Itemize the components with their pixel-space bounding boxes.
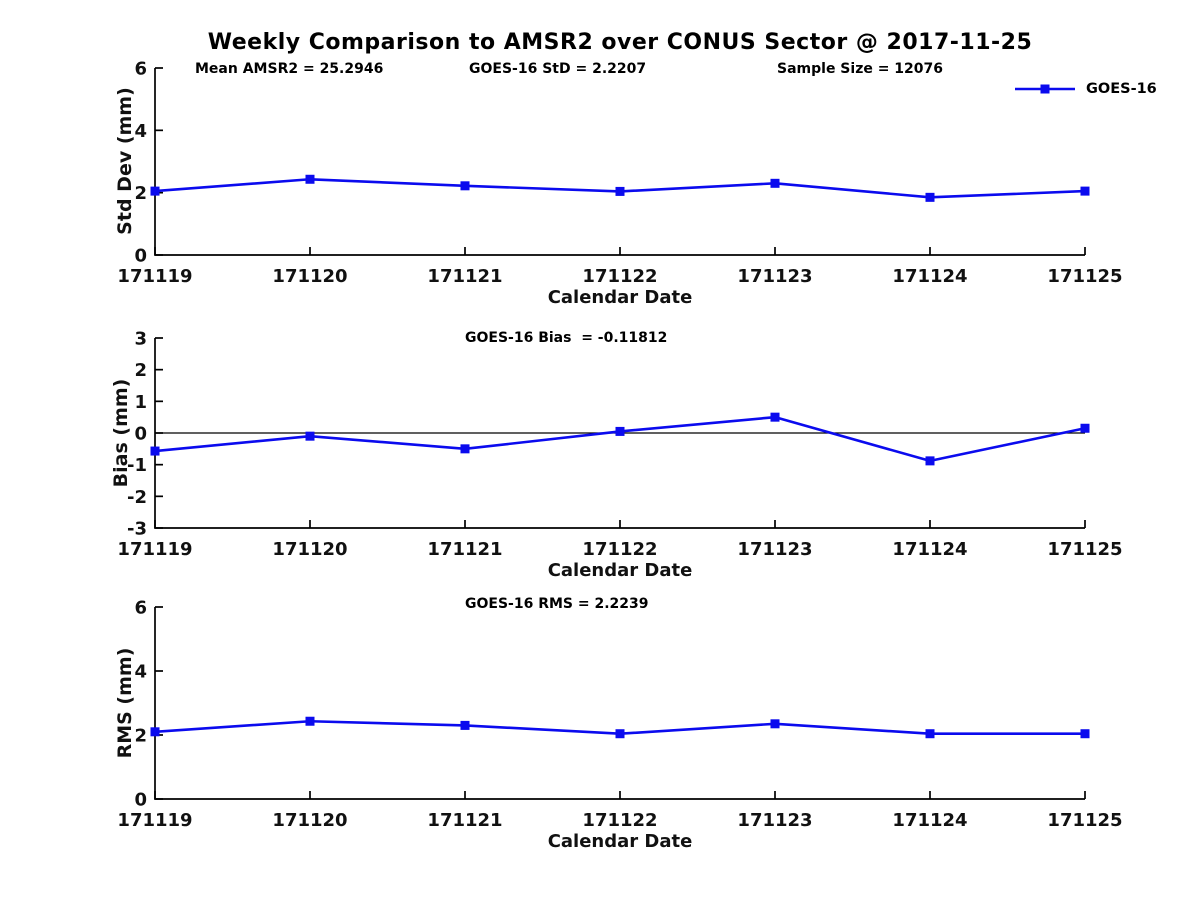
x-tick-label: 171122	[582, 539, 657, 560]
y-tick-label: 3	[134, 329, 147, 350]
stat-goes-bias: GOES-16 Bias = -0.11812	[465, 330, 668, 346]
axes-frame	[154, 68, 1085, 256]
x-tick-label: 171124	[892, 266, 967, 287]
data-point-marker	[615, 729, 625, 739]
y-tick-label: 0	[134, 424, 147, 445]
data-point-marker	[150, 186, 160, 196]
y-tick-label: -1	[127, 455, 147, 476]
stat-sample-size: Sample Size = 12076	[777, 61, 944, 77]
x-tick-label: 171124	[892, 539, 967, 560]
figure-title: Weekly Comparison to AMSR2 over CONUS Se…	[207, 30, 1033, 55]
x-tick-label: 171125	[1047, 810, 1122, 831]
std-dev-subplot: 0 2 4 6 171119 171120 171121 171122 171123 171124…	[117, 59, 1122, 288]
x-tick-label: 171122	[582, 266, 657, 287]
x-tick-label: 171122	[582, 810, 657, 831]
legend: GOES-16	[1013, 80, 1157, 98]
y-tick-label: 1	[134, 392, 147, 413]
data-point-marker	[305, 174, 315, 184]
data-point-marker	[150, 446, 160, 456]
data-point-marker	[1080, 423, 1090, 433]
x-tick-label: 171123	[737, 810, 812, 831]
x-tick-label: 171120	[272, 266, 347, 287]
data-point-marker	[925, 192, 935, 202]
x-tick-label: 171123	[737, 266, 812, 287]
y-tick-label: 2	[134, 183, 147, 204]
data-point-marker	[925, 456, 935, 466]
y-tick-label: 4	[134, 121, 147, 142]
legend-line-sample-icon	[1015, 84, 1075, 94]
y-tick-label: 6	[134, 598, 147, 619]
y-tick-label: 4	[134, 662, 147, 683]
data-point-marker	[305, 431, 315, 441]
data-point-marker	[305, 716, 315, 726]
data-point-marker	[770, 178, 780, 188]
y-tick-label: -3	[127, 519, 147, 540]
x-tick-label: 171121	[427, 810, 502, 831]
x-axis-label-1: Calendar Date	[547, 287, 693, 308]
x-axis-label-2: Calendar Date	[547, 560, 693, 581]
x-tick-label: 171119	[117, 539, 192, 560]
x-tick-label: 171119	[117, 266, 192, 287]
data-point-marker	[770, 719, 780, 729]
data-point-marker	[460, 181, 470, 191]
rms-subplot: 0 2 4 6 171119 171120 171121 171122 171123 171124…	[117, 598, 1122, 832]
y-tick-label: 6	[134, 59, 147, 80]
data-point-marker	[460, 720, 470, 730]
x-tick-label: 171121	[427, 539, 502, 560]
series-line-GOES-16	[154, 415, 1086, 463]
x-tick-label: 171120	[272, 539, 347, 560]
x-tick-label: 171125	[1047, 539, 1122, 560]
data-point-marker	[150, 727, 160, 737]
y-tick-label: -2	[127, 487, 147, 508]
y-tick-label: 0	[134, 246, 147, 267]
x-tick-label: 171124	[892, 810, 967, 831]
data-point-marker	[460, 444, 470, 454]
stat-mean-amsr2: Mean AMSR2 = 25.2946	[195, 61, 384, 77]
x-axis-label-3: Calendar Date	[547, 831, 693, 852]
legend-label: GOES-16	[1086, 81, 1157, 97]
x-tick-label: 171119	[117, 810, 192, 831]
data-point-marker	[1080, 186, 1090, 196]
y-tick-label: 2	[134, 360, 147, 381]
axes-frame	[154, 607, 1085, 800]
data-point-marker	[925, 729, 935, 739]
x-tick-label: 171123	[737, 539, 812, 560]
y-tick-label: 2	[134, 726, 147, 747]
x-tick-label: 171125	[1047, 266, 1122, 287]
stat-goes-std: GOES-16 StD = 2.2207	[469, 61, 647, 77]
stat-goes-rms: GOES-16 RMS = 2.2239	[465, 596, 649, 612]
data-point-marker	[615, 186, 625, 196]
data-point-marker	[1080, 729, 1090, 739]
y-tick-label: 0	[134, 790, 147, 811]
x-tick-label: 171121	[427, 266, 502, 287]
data-point-marker	[770, 412, 780, 422]
data-point-marker	[615, 426, 625, 436]
bias-subplot: -3 -2 -1 0 1 2 3 171119 171120 171121 171122 171123…	[117, 329, 1122, 561]
x-tick-label: 171120	[272, 810, 347, 831]
